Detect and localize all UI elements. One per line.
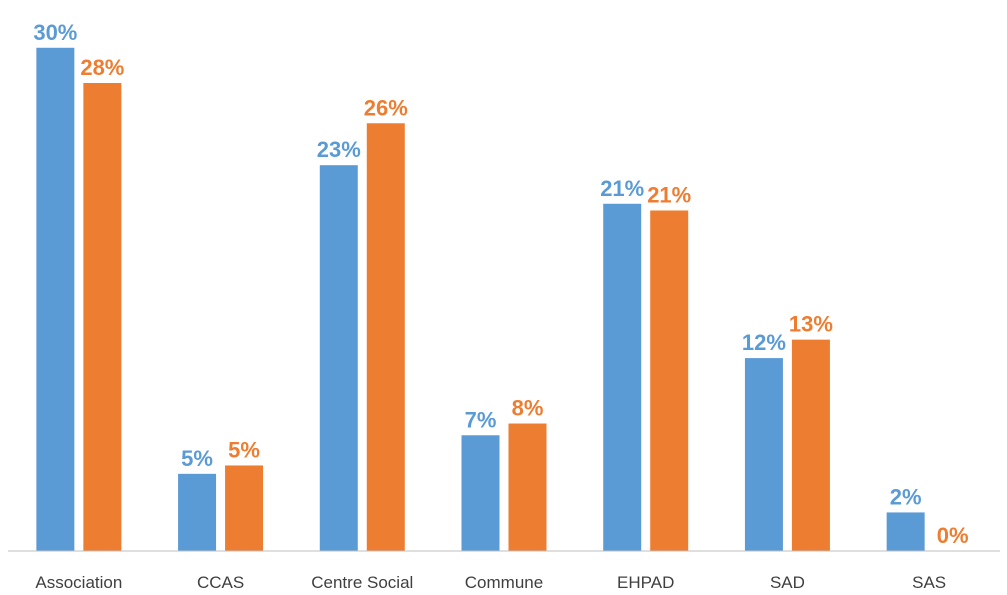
data-label: 0%	[937, 523, 969, 548]
bar	[886, 512, 925, 551]
bar	[744, 358, 783, 551]
bar	[178, 473, 217, 551]
x-tick-label: CCAS	[197, 573, 244, 592]
x-tick-label: SAD	[770, 573, 805, 592]
data-label: 8%	[512, 396, 544, 421]
data-label: 30%	[33, 20, 77, 45]
data-label: 21%	[647, 182, 691, 207]
data-label: 5%	[181, 446, 213, 471]
bar	[225, 465, 264, 551]
data-label: 21%	[600, 176, 644, 201]
bar	[461, 435, 500, 551]
data-label: 7%	[465, 407, 497, 432]
data-label: 26%	[364, 95, 408, 120]
x-tick-label: Commune	[465, 573, 543, 592]
data-label: 2%	[890, 484, 922, 509]
bar	[791, 339, 830, 551]
x-tick-label: Centre Social	[311, 573, 413, 592]
bar	[83, 83, 122, 551]
data-label: 23%	[317, 137, 361, 162]
data-label: 28%	[80, 55, 124, 80]
bar	[603, 203, 642, 551]
bar	[508, 423, 547, 551]
data-label: 12%	[742, 330, 786, 355]
bar	[36, 47, 75, 551]
bar	[650, 210, 689, 551]
bar	[366, 123, 405, 552]
data-label: 5%	[228, 437, 260, 462]
data-label: 13%	[789, 312, 833, 337]
x-tick-label: SAS	[912, 573, 946, 592]
bar	[319, 165, 358, 551]
x-tick-label: Association	[35, 573, 122, 592]
x-tick-label: EHPAD	[617, 573, 674, 592]
